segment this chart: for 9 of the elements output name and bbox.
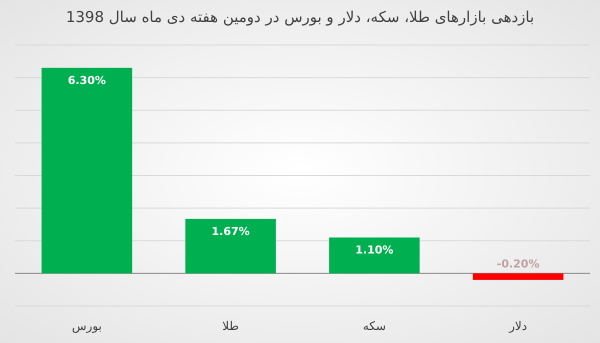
x-tick-label: دلار (508, 319, 528, 333)
data-label: 6.30% (68, 74, 106, 87)
data-label: 1.10% (355, 243, 394, 256)
x-tick-label: سکه (362, 319, 386, 333)
data-label: 1.67% (212, 224, 250, 238)
data-label: -0.20% (496, 257, 540, 270)
chart-title: بازدهی بازارهای طلا، سکه، دلار و بورس در دومین هفته دی ماه سال 1398 (66, 8, 534, 26)
x-tick-label: طلا (222, 319, 239, 333)
x-tick-label: بورس (72, 319, 102, 333)
